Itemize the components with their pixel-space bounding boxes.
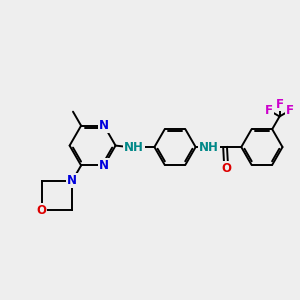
Text: O: O xyxy=(37,204,46,217)
Text: F: F xyxy=(286,104,294,117)
Text: N: N xyxy=(99,159,109,172)
Text: F: F xyxy=(276,98,283,111)
Text: N: N xyxy=(67,174,77,187)
Text: F: F xyxy=(265,104,273,117)
Text: NH: NH xyxy=(124,141,144,154)
Text: N: N xyxy=(99,119,109,132)
Text: NH: NH xyxy=(199,141,219,154)
Text: O: O xyxy=(221,162,231,175)
